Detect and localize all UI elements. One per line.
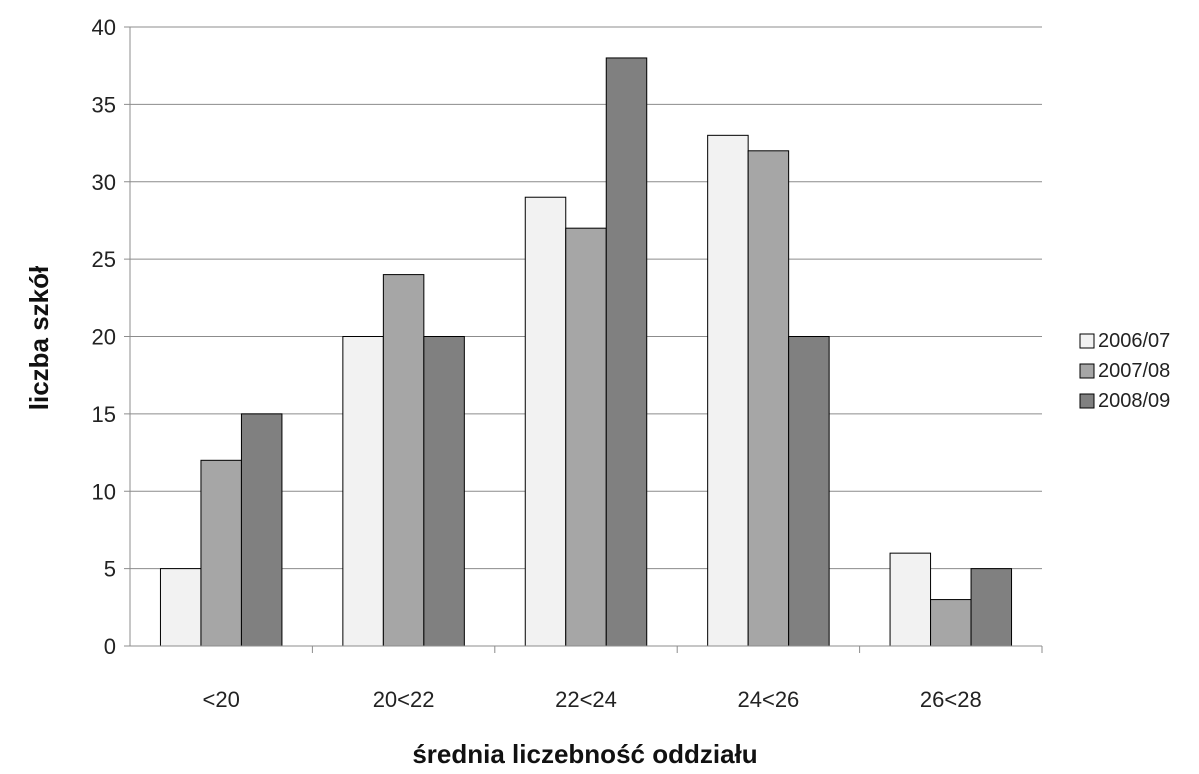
bar-2008-09-0 <box>240 413 283 647</box>
x-tick-label: 22<24 <box>555 687 617 712</box>
y-tick-label: 30 <box>92 170 116 195</box>
y-tick-label: 35 <box>92 92 116 117</box>
y-tick-label: 25 <box>92 247 116 272</box>
bar-2006-07-0 <box>159 568 202 647</box>
legend-label: 2007/08 <box>1098 360 1170 382</box>
legend-swatch <box>1079 393 1095 409</box>
y-tick-label: 10 <box>92 479 116 504</box>
legend-swatch <box>1079 363 1095 379</box>
legend-swatch <box>1079 333 1095 349</box>
x-axis-title: średnia liczebność oddziału <box>412 739 757 769</box>
bar-2008-09-2 <box>605 57 648 647</box>
x-tick-label: 24<26 <box>738 687 800 712</box>
x-tick-label: <20 <box>203 687 240 712</box>
bar-2007-08-4 <box>930 599 972 647</box>
x-tick-label: 26<28 <box>920 687 982 712</box>
y-tick-label: 40 <box>92 15 116 40</box>
y-tick-label: 0 <box>104 634 116 659</box>
bar-2008-09-3 <box>788 336 830 647</box>
bar-2007-08-0 <box>200 459 242 647</box>
y-tick-label: 15 <box>92 402 116 427</box>
bar-2006-07-3 <box>707 134 749 647</box>
bars <box>159 57 1013 647</box>
bar-2006-07-1 <box>342 336 384 647</box>
y-tick-label: 20 <box>92 325 116 350</box>
legend-label: 2008/09 <box>1098 390 1170 412</box>
y-tick-label: 5 <box>104 557 116 582</box>
bar-2007-08-3 <box>747 150 790 647</box>
bar-2008-09-4 <box>970 568 1013 647</box>
legend-label: 2006/07 <box>1098 330 1170 352</box>
bar-2008-09-1 <box>423 336 465 647</box>
axes: 0 5 10 15 20 25 30 35 40 <20 20<22 22<24 24<26 26<28 <box>92 15 1043 712</box>
bar-2006-07-4 <box>889 552 932 647</box>
x-tick-label: 20<22 <box>373 687 435 712</box>
legend: 2006/07 2007/08 2008/09 <box>1079 330 1170 412</box>
bar-2006-07-2 <box>524 196 567 647</box>
bar-2007-08-1 <box>382 274 425 647</box>
y-axis-title: liczba szkół <box>24 265 54 410</box>
bar-2007-08-2 <box>565 227 607 647</box>
